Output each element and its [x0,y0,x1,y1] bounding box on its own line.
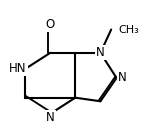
Text: O: O [46,18,55,31]
Text: N: N [46,111,55,124]
Text: N: N [118,71,126,84]
Text: N: N [96,46,105,59]
Text: HN: HN [9,63,27,75]
Text: CH₃: CH₃ [118,25,139,34]
